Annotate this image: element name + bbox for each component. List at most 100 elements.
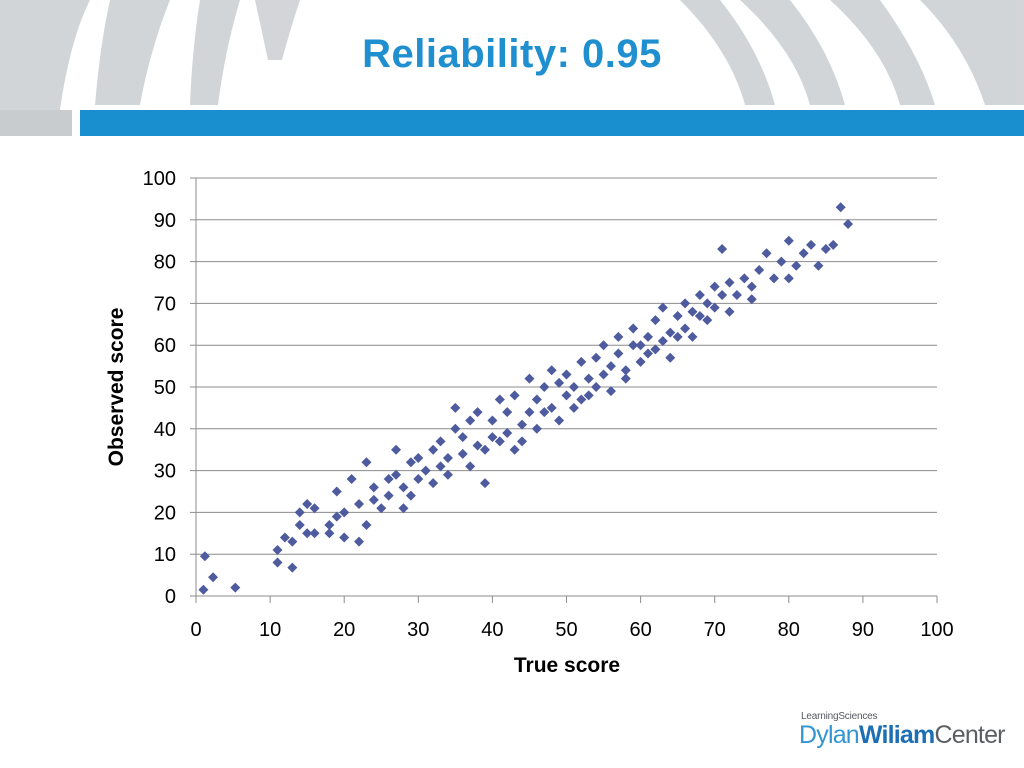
data-point-18 <box>331 486 342 497</box>
data-point-20 <box>339 507 350 518</box>
axes <box>190 177 938 603</box>
data-point-119 <box>717 290 728 301</box>
data-point-43 <box>435 436 446 447</box>
data-point-135 <box>813 260 824 271</box>
arc-band-left-2 <box>95 0 170 105</box>
data-point-110 <box>687 306 698 317</box>
y-tick-label-40: 40 <box>154 419 176 441</box>
data-point-128 <box>768 273 779 284</box>
x-tick-labels: 0 10 20 30 40 50 60 70 80 90 100 <box>190 619 953 641</box>
data-point-130 <box>783 273 794 284</box>
data-point-97 <box>635 340 646 351</box>
data-point-33 <box>398 503 409 514</box>
data-point-19 <box>339 532 350 543</box>
data-point-83 <box>583 390 594 401</box>
data-point-28 <box>376 503 387 514</box>
x-axis-label: True score <box>514 654 620 677</box>
dylan-wiliam-center-logo: LearningSciences DylanWiliamCenter <box>799 711 1009 751</box>
data-point-105 <box>665 352 676 363</box>
data-point-138 <box>835 202 846 213</box>
data-point-125 <box>746 294 757 305</box>
data-point-11 <box>302 528 313 539</box>
y-tick-label-70: 70 <box>154 293 176 315</box>
data-point-13 <box>309 503 320 514</box>
data-point-30 <box>383 490 394 501</box>
data-point-61 <box>502 407 513 418</box>
data-point-84 <box>591 352 602 363</box>
data-point-131 <box>783 235 794 246</box>
y-tick-label-100: 100 <box>143 168 176 190</box>
data-point-67 <box>524 373 535 384</box>
logo-word-wiliam: Wiliam <box>858 721 935 749</box>
data-point-133 <box>798 248 809 259</box>
data-point-23 <box>354 499 365 510</box>
data-point-0 <box>198 584 209 595</box>
data-point-134 <box>806 239 817 250</box>
arc-band-left-4 <box>255 0 300 60</box>
y-tick-label-60: 60 <box>154 335 176 357</box>
data-point-15 <box>324 519 335 530</box>
y-axis-label: Observed score <box>105 308 128 467</box>
gridlines <box>196 177 937 555</box>
data-point-12 <box>302 499 313 510</box>
data-point-80 <box>576 356 587 367</box>
data-point-78 <box>568 382 579 392</box>
data-point-57 <box>487 432 498 443</box>
data-point-8 <box>287 536 298 547</box>
data-point-3 <box>230 582 241 593</box>
x-tick-label-30: 30 <box>407 619 429 641</box>
data-point-53 <box>472 407 483 418</box>
data-point-136 <box>820 244 831 255</box>
data-point-120 <box>724 306 735 317</box>
x-tick-label-70: 70 <box>704 619 726 641</box>
data-point-58 <box>494 436 505 447</box>
x-tick-label-100: 100 <box>920 619 953 641</box>
gray-bar-left <box>0 110 72 136</box>
data-point-115 <box>702 315 713 326</box>
data-point-129 <box>776 256 787 267</box>
y-tick-label-30: 30 <box>154 461 176 483</box>
data-point-95 <box>628 323 639 334</box>
data-point-118 <box>717 244 728 255</box>
y-tick-label-90: 90 <box>154 210 176 232</box>
data-point-70 <box>539 382 550 392</box>
data-point-137 <box>828 239 839 250</box>
data-point-60 <box>502 427 513 438</box>
data-point-56 <box>487 415 498 426</box>
data-point-9 <box>294 519 305 530</box>
data-point-25 <box>361 457 372 468</box>
arc-band-right-3 <box>830 0 935 105</box>
logo-word-center: Center <box>934 721 1005 749</box>
data-point-22 <box>354 536 365 547</box>
arc-band-right-4 <box>920 0 1024 105</box>
logo-top-text: LearningSciences <box>801 711 878 722</box>
y-tick-label-10: 10 <box>154 544 176 566</box>
data-point-59 <box>494 394 505 405</box>
data-point-81 <box>576 394 587 405</box>
data-point-113 <box>694 310 705 321</box>
data-point-126 <box>754 264 765 275</box>
data-point-4 <box>272 557 283 568</box>
data-point-116 <box>709 281 720 292</box>
x-tick-label-80: 80 <box>778 619 800 641</box>
data-point-14 <box>309 528 320 539</box>
data-point-109 <box>680 323 691 334</box>
page-title: Reliability: 0.95 <box>362 32 662 76</box>
data-point-87 <box>598 340 609 351</box>
data-point-34 <box>398 482 409 493</box>
data-point-93 <box>620 373 631 384</box>
data-point-24 <box>361 519 372 530</box>
data-point-55 <box>479 478 490 489</box>
x-tick-label-60: 60 <box>629 619 651 641</box>
accent-bar <box>80 110 1024 136</box>
data-point-10 <box>294 507 305 518</box>
data-point-6 <box>279 532 290 543</box>
x-tick-label-0: 0 <box>190 619 201 641</box>
data-point-101 <box>650 344 661 355</box>
data-point-94 <box>628 340 639 351</box>
x-tick-label-50: 50 <box>555 619 577 641</box>
x-tick-label-20: 20 <box>333 619 355 641</box>
data-point-139 <box>843 218 854 229</box>
data-point-16 <box>324 528 335 539</box>
